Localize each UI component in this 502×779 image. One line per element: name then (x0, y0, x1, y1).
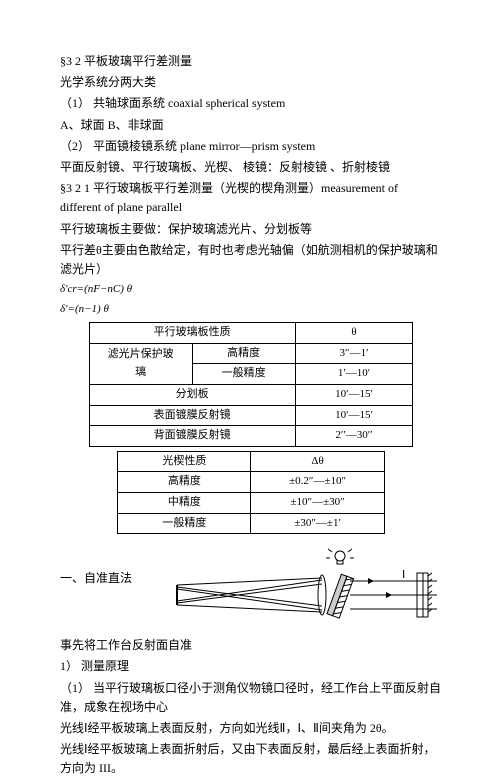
light-bulb-icon (326, 549, 354, 564)
subtitle: 光学系统分两大类 (60, 73, 442, 92)
post1: 事先将工作台反射面自准 (60, 636, 442, 655)
optical-diagram: Ⅰ (172, 548, 442, 628)
formula2: δ′=(n−1) θ (60, 301, 442, 319)
table-row: 滤光片保护玻 璃 高精度 3″—1′ (89, 343, 413, 364)
tbl1-r4c3: 10′—15′ (295, 405, 413, 426)
table-row: 平行玻璃板性质 θ (89, 323, 413, 344)
table-row: 分划板 10′—15′ (89, 385, 413, 406)
tbl2-r2c1: 中精度 (118, 493, 251, 514)
tbl1-head1: 平行玻璃板性质 (89, 323, 295, 344)
tbl1-r4c1: 表面镀膜反射镜 (89, 405, 295, 426)
table-row: 表面镀膜反射镜 10′—15′ (89, 405, 413, 426)
tbl1-r5c1: 背面镀膜反射镜 (89, 426, 295, 447)
tbl1-r5c3: 2′′—30′′ (295, 426, 413, 447)
arrow-icon (386, 592, 392, 598)
ray (177, 580, 322, 601)
table-row: 中精度 ±10″—±30″ (118, 493, 384, 514)
beamsplitter (327, 574, 347, 616)
line4: 平面反射镜、平行玻璃板、光楔、 棱镜：反射棱镜 、折射棱镜 (60, 158, 442, 177)
arrow-icon (368, 578, 374, 584)
tbl1-r1c2: 高精度 (192, 343, 295, 364)
formula1: δ′cr=(nF−nC) θ (60, 281, 442, 299)
tbl2-head1: 光楔性质 (118, 451, 251, 472)
line6: 平行玻璃板主要做：保护玻璃滤光片、分划板等 (60, 220, 442, 239)
tbl1-r1c1: 滤光片保护玻 璃 (89, 343, 192, 384)
objective-lens (318, 575, 326, 615)
post5: 光线Ⅰ经平板玻璃上表面折射后，又由下表面反射，最后经上表面折射，方向为 III。 (60, 740, 442, 778)
line5: §3 2 1 平行玻璃板平行差测量（光楔的楔角测量）measurement of… (60, 179, 442, 217)
tbl2-r3c2: ±30″—±1′ (251, 513, 384, 534)
tbl1-head2: θ (295, 323, 413, 344)
autocollimation-title: 一、自准直法 (60, 544, 132, 588)
tbl1-r2c3: 1′—10′ (295, 364, 413, 385)
tbl1-r3c1: 分划板 (89, 385, 295, 406)
tbl2-r2c2: ±10″—±30″ (251, 493, 384, 514)
post4: 光线Ⅰ经平板玻璃上表面反射，方向如光线Ⅱ，Ⅰ、Ⅱ间夹角为 2θ。 (60, 719, 442, 738)
table-row: 光楔性质 Δθ (118, 451, 384, 472)
line2: A、球面 B、非球面 (60, 116, 442, 135)
ray (177, 587, 322, 606)
title: §3 2 平板玻璃平行差测量 (60, 52, 442, 71)
ray (177, 578, 322, 585)
tbl1-r2c2: 一般精度 (192, 364, 295, 385)
tbl2-head2: Δθ (251, 451, 384, 472)
tbl2-r1c1: 高精度 (118, 472, 251, 493)
table-wedge-quality: 光楔性质 Δθ 高精度 ±0.2″—±10″ 中精度 ±10″—±30″ 一般精… (117, 451, 384, 534)
tbl1-r3c3: 10′—15′ (295, 385, 413, 406)
table-row: 背面镀膜反射镜 2′′—30′′ (89, 426, 413, 447)
ray (177, 605, 322, 612)
ray-label-I: Ⅰ (402, 569, 405, 581)
table-row: 一般精度 ±30″—±1′ (118, 513, 384, 534)
ray (177, 584, 322, 603)
ray (177, 589, 322, 610)
tbl1-r1c3: 3″—1′ (295, 343, 413, 364)
tbl2-r3c1: 一般精度 (118, 513, 251, 534)
tbl2-r1c2: ±0.2″—±10″ (251, 472, 384, 493)
post3: （1） 当平行玻璃板口径小于测角仪物镜口径时，经工作台上平面反射自准，成象在视场… (60, 679, 442, 717)
line1: （1） 共轴球面系统 coaxial spherical system (60, 94, 442, 113)
line7: 平行差θ主要由色散给定，有时也考虑光轴偏（如航测相机的保护玻璃和滤光片） (60, 241, 442, 279)
post2: 1） 测量原理 (60, 657, 442, 676)
table-row: 高精度 ±0.2″—±10″ (118, 472, 384, 493)
line3: （2） 平面镜棱镜系统 plane mirror—prism system (60, 137, 442, 156)
table-plate-quality: 平行玻璃板性质 θ 滤光片保护玻 璃 高精度 3″—1′ 一般精度 1′—10′… (89, 322, 414, 447)
